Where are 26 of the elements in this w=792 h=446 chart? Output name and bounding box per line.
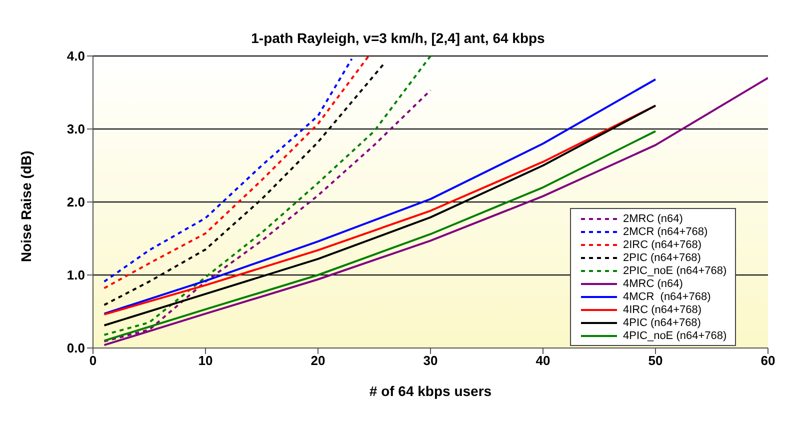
legend-label: 2PIC (n64+768) [623, 252, 701, 264]
legend-label: 2IRC (n64+768) [623, 238, 702, 250]
legend-label: 4PIC (n64+768) [623, 316, 701, 328]
legend-label: 2MRC (n64) [623, 212, 683, 224]
y-tick-label: 4.0 [66, 48, 85, 64]
x-tick-label: 20 [310, 353, 326, 368]
x-tick-label: 40 [536, 353, 550, 368]
x-tick-label: 0 [89, 353, 97, 368]
x-tick-label: 30 [423, 353, 438, 368]
x-tick-label: 60 [760, 353, 776, 368]
x-axis-title: # of 64 kbps users [369, 383, 492, 399]
y-tick-label: 0.0 [66, 340, 85, 356]
y-tick-label: 3.0 [66, 122, 85, 137]
legend-label: 4MCR (n64+768) [623, 290, 711, 302]
x-tick-label: 10 [198, 353, 213, 368]
x-tick-label: 50 [648, 353, 663, 368]
y-axis-title: Noise Raise (dB) [18, 150, 34, 262]
y-tick-label: 1.0 [66, 268, 85, 283]
legend-label: 4MRC (n64) [623, 278, 683, 290]
legend-label: 4IRC (n64+768) [623, 304, 702, 316]
legend-label: 2MCR (n64+768) [623, 226, 708, 238]
y-tick-label: 2.0 [66, 194, 85, 210]
line-series [103, 76, 768, 346]
chart-title: 1-path Rayleigh, v=3 km/h, [2,4] ant, 64 kbps [250, 30, 546, 46]
legend-label: 2PIC_noE (n64+768) [623, 264, 727, 276]
legend-label: 4PIC_noE (n64+768) [623, 330, 727, 342]
